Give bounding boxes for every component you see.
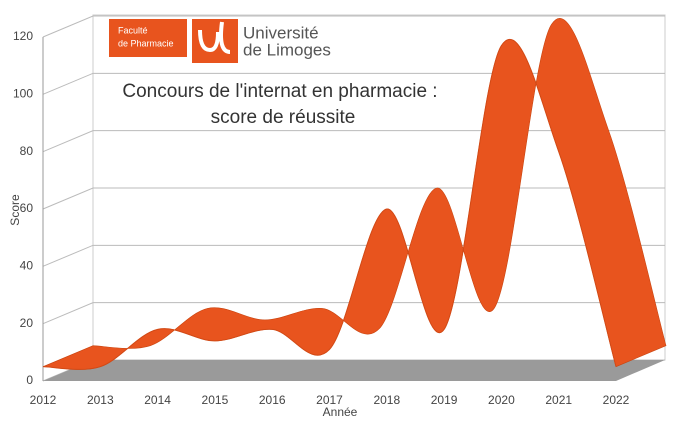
grid-line xyxy=(42,72,665,95)
x-tick-label: 2015 xyxy=(202,393,229,407)
logo-mark xyxy=(198,21,231,54)
y-tick-label: 20 xyxy=(20,316,34,330)
x-tick-label: 2020 xyxy=(488,393,515,407)
y-tick-label: 80 xyxy=(20,144,34,158)
y-tick-label: 120 xyxy=(13,29,33,43)
grid-line xyxy=(42,130,665,153)
logo-text: Université xyxy=(243,23,319,42)
x-tick-label: 2017 xyxy=(316,393,343,407)
y-tick-label: 100 xyxy=(13,87,33,101)
chart-title: Concours de l'internat en pharmacie : xyxy=(122,81,437,102)
line xyxy=(42,38,617,370)
y-tick-label: 60 xyxy=(20,201,34,215)
chart-subtitle: score de réussite xyxy=(211,107,356,128)
x-tick-label: 2013 xyxy=(87,393,114,407)
logo-text: de Pharmacie xyxy=(118,38,174,48)
logo-text: Faculté xyxy=(118,25,148,35)
floor xyxy=(43,360,665,381)
x-tick-label: 2019 xyxy=(431,393,458,407)
x-axis-label: Année xyxy=(323,405,358,419)
y-axis-label: Score xyxy=(8,194,22,226)
x-tick-label: 2022 xyxy=(603,393,630,407)
logo-faculty xyxy=(109,19,187,57)
x-tick-label: 2014 xyxy=(144,393,171,407)
logo-ul xyxy=(192,19,238,63)
y-tick-label: 0 xyxy=(26,373,33,387)
grid-line xyxy=(42,15,665,38)
y-tick-label: 40 xyxy=(20,259,34,273)
x-tick-label: 2016 xyxy=(259,393,286,407)
logo-text: de Limoges xyxy=(243,40,331,59)
x-tick-label: 2018 xyxy=(373,393,400,407)
grid-line xyxy=(42,302,665,325)
x-tick-label: 2021 xyxy=(545,393,572,407)
x-tick-label: 2012 xyxy=(30,393,57,407)
